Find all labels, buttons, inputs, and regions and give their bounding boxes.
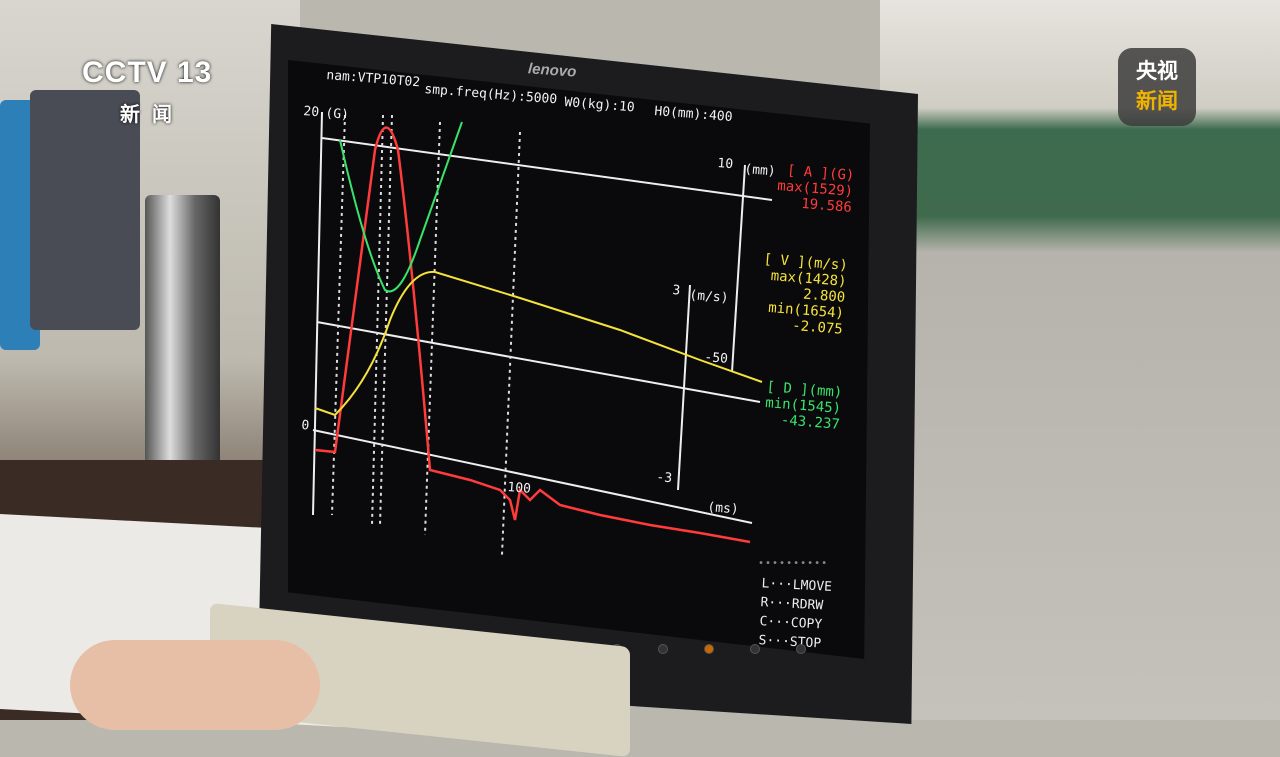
cctv-sub-logo: 新闻 (120, 102, 184, 126)
vel-top-tick: 3 (671, 283, 681, 299)
monitor-screen (288, 60, 870, 659)
marker-3 (379, 114, 393, 526)
grey-suitcase (30, 90, 140, 330)
accel-curve (314, 126, 751, 544)
zero-axis (312, 429, 753, 524)
marker-2 (371, 114, 384, 526)
y-axis (312, 111, 323, 516)
legend-accel: [ A ](G) max(1529) 19.586 (776, 162, 855, 216)
stanchion-post (145, 195, 220, 495)
plot-lines (312, 111, 773, 556)
logo-bottom-text: 新闻 (1136, 89, 1178, 113)
marker-4 (424, 121, 441, 536)
grid-mid (316, 321, 761, 403)
disp-axis (731, 164, 746, 373)
power-button[interactable] (796, 644, 806, 654)
velocity-curve (314, 270, 763, 417)
hand (70, 640, 320, 730)
accel-max-tick: 20 (302, 104, 320, 121)
logo-top-text: 央视 (1136, 59, 1178, 83)
time-unit: (ms) (706, 500, 740, 518)
background-right (880, 0, 1280, 720)
monitor-button[interactable] (658, 644, 668, 654)
cctv-logo: CCTV 13 (82, 56, 213, 89)
disp-unit: (mm) (743, 162, 777, 180)
grid-top (321, 137, 773, 201)
vel-axis (677, 284, 691, 491)
yangshi-news-logo: 央视 新闻 (1118, 48, 1196, 126)
marker-1 (331, 114, 346, 516)
disp-top-tick: 10 (716, 156, 734, 173)
disp-bottom-tick: -50 (703, 350, 729, 367)
dotted-separator: •••••••••• (758, 558, 829, 569)
monitor-button[interactable] (704, 644, 714, 654)
vel-bottom-tick: -3 (655, 470, 673, 487)
zero-tick: 0 (300, 418, 310, 434)
monitor-button[interactable] (750, 644, 760, 654)
vel-unit: (m/s) (688, 288, 730, 307)
displacement-curve (339, 121, 463, 293)
key-help: L···LMOVE R···RDRW C···COPY S···STOP (758, 574, 832, 654)
legend-displacement: [ D ](mm) min(1545) -43.237 (764, 379, 843, 433)
marker-5 (501, 131, 521, 556)
time-tick: 100 (506, 480, 532, 497)
monitor-buttons (612, 644, 806, 654)
accel-unit: (G) (324, 106, 350, 123)
legend-velocity: [ V ](m/s) max(1428) 2.800 min(1654) -2.… (758, 251, 848, 337)
